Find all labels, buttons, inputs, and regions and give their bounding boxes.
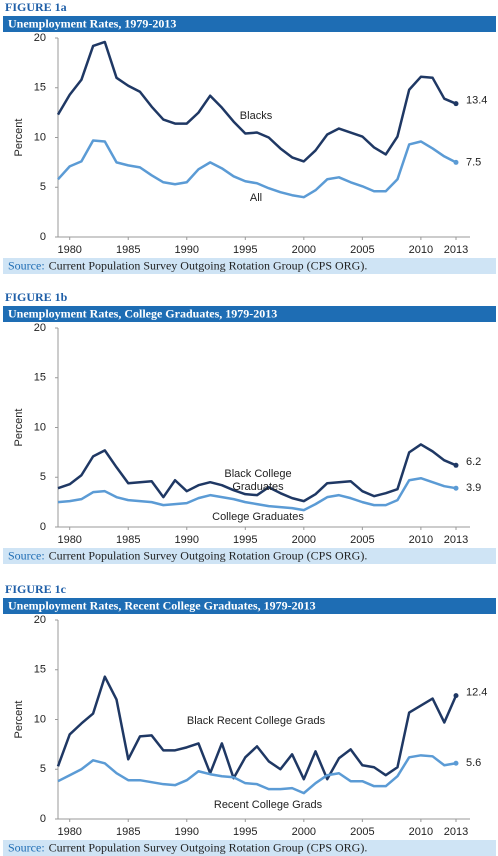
end-point [453,462,459,468]
y-tick-label: 0 [40,231,46,243]
y-tick-label: 15 [34,82,46,94]
source-label: Source: [8,840,45,854]
figure-label: FIGURE 1a [5,0,67,14]
x-tick-label: 1980 [57,826,81,838]
line-series [57,139,457,199]
series-label: Black Recent College Grads [186,715,326,727]
x-tick-label: 1990 [175,244,199,256]
series-label: College Graduates [212,511,304,523]
title-bar [3,306,496,322]
y-tick-label: 10 [34,421,46,433]
source-note: Source: Current Population Survey Outgoin… [8,258,367,272]
figure-label: FIGURE 1b [5,290,68,304]
panel: FIGURE 1c Unemployment Rates, Recent Coll… [3,582,496,856]
x-tick-label: 1995 [233,244,257,256]
x-tick-label: 1985 [116,826,140,838]
source-text: Current Population Survey Outgoing Rotat… [49,258,368,272]
x-tick-label: 2000 [292,244,316,256]
chart-title: Unemployment Rates, College Graduates, 1… [8,306,277,320]
chart-title: Unemployment Rates, 1979-2013 [8,16,176,30]
source-text: Current Population Survey Outgoing Rotat… [49,840,368,854]
x-tick-label: 2010 [409,244,433,256]
x-tick-label: 2013 [444,244,468,256]
end-value-label: 13.4 [466,95,487,107]
source-note: Source: Current Population Survey Outgoin… [8,548,367,562]
end-value-label: 5.6 [466,757,481,769]
x-tick-label: 1980 [57,534,81,546]
y-tick-label: 5 [40,181,46,193]
source-label: Source: [8,548,45,562]
x-tick-label: 1995 [233,826,257,838]
line-series [56,675,458,781]
source-note: Source: Current Population Survey Outgoin… [8,840,367,854]
x-tick-label: 1985 [116,244,140,256]
x-tick-label: 2005 [350,826,374,838]
x-tick-label: 2013 [444,534,468,546]
y-tick-label: 15 [34,664,46,676]
y-tick-label: 0 [40,521,46,533]
x-tick-label: 2005 [350,244,374,256]
source-bar [3,548,496,564]
y-tick-label: 5 [40,763,46,775]
series-label: Recent College Grads [213,799,323,811]
x-tick-label: 2010 [409,826,433,838]
series-label: Black College Graduates [224,468,292,493]
end-point [453,101,459,107]
series-label: Blacks [239,110,273,122]
title-bar [3,598,496,614]
line-series [57,443,457,503]
source-bar [3,840,496,856]
x-tick-label: 1995 [233,534,257,546]
end-point [453,693,459,699]
source-text: Current Population Survey Outgoing Rotat… [49,548,368,562]
end-point [453,159,459,165]
source-label: Source: [8,258,45,272]
y-tick-label: 5 [40,471,46,483]
y-axis-label: Percent [13,119,25,157]
end-value-label: 7.5 [466,156,481,168]
end-value-label: 3.9 [466,482,481,494]
y-axis-label: Percent [13,409,25,447]
x-tick-label: 2010 [409,534,433,546]
chart-title: Unemployment Rates, Recent College Gradu… [8,598,316,612]
x-tick-label: 2005 [350,534,374,546]
end-point [453,485,459,491]
y-tick-label: 20 [34,32,46,44]
y-tick-label: 20 [34,322,46,334]
figure-label: FIGURE 1c [5,582,67,596]
line-series [56,40,457,163]
y-axis-label: Percent [13,701,25,739]
title-bar [3,16,496,32]
y-tick-label: 15 [34,372,46,384]
panel: FIGURE 1a Unemployment Rates, 1979-2013 Pe… [3,0,496,274]
x-tick-label: 2000 [292,826,316,838]
end-value-label: 6.2 [466,456,481,468]
x-tick-label: 1990 [175,826,199,838]
end-value-label: 12.4 [466,687,487,699]
y-tick-label: 20 [34,614,46,626]
x-tick-label: 2000 [292,534,316,546]
line-series [57,754,457,795]
y-tick-label: 0 [40,813,46,825]
series-label: All [249,192,263,204]
end-point [453,760,459,766]
line-series [57,476,457,512]
x-tick-label: 2013 [444,826,468,838]
x-tick-label: 1990 [175,534,199,546]
x-tick-label: 1980 [57,244,81,256]
y-tick-label: 10 [34,131,46,143]
y-tick-label: 10 [34,713,46,725]
x-tick-label: 1985 [116,534,140,546]
source-bar [3,258,496,274]
panel: FIGURE 1b Unemployment Rates, College Gra… [3,290,496,564]
